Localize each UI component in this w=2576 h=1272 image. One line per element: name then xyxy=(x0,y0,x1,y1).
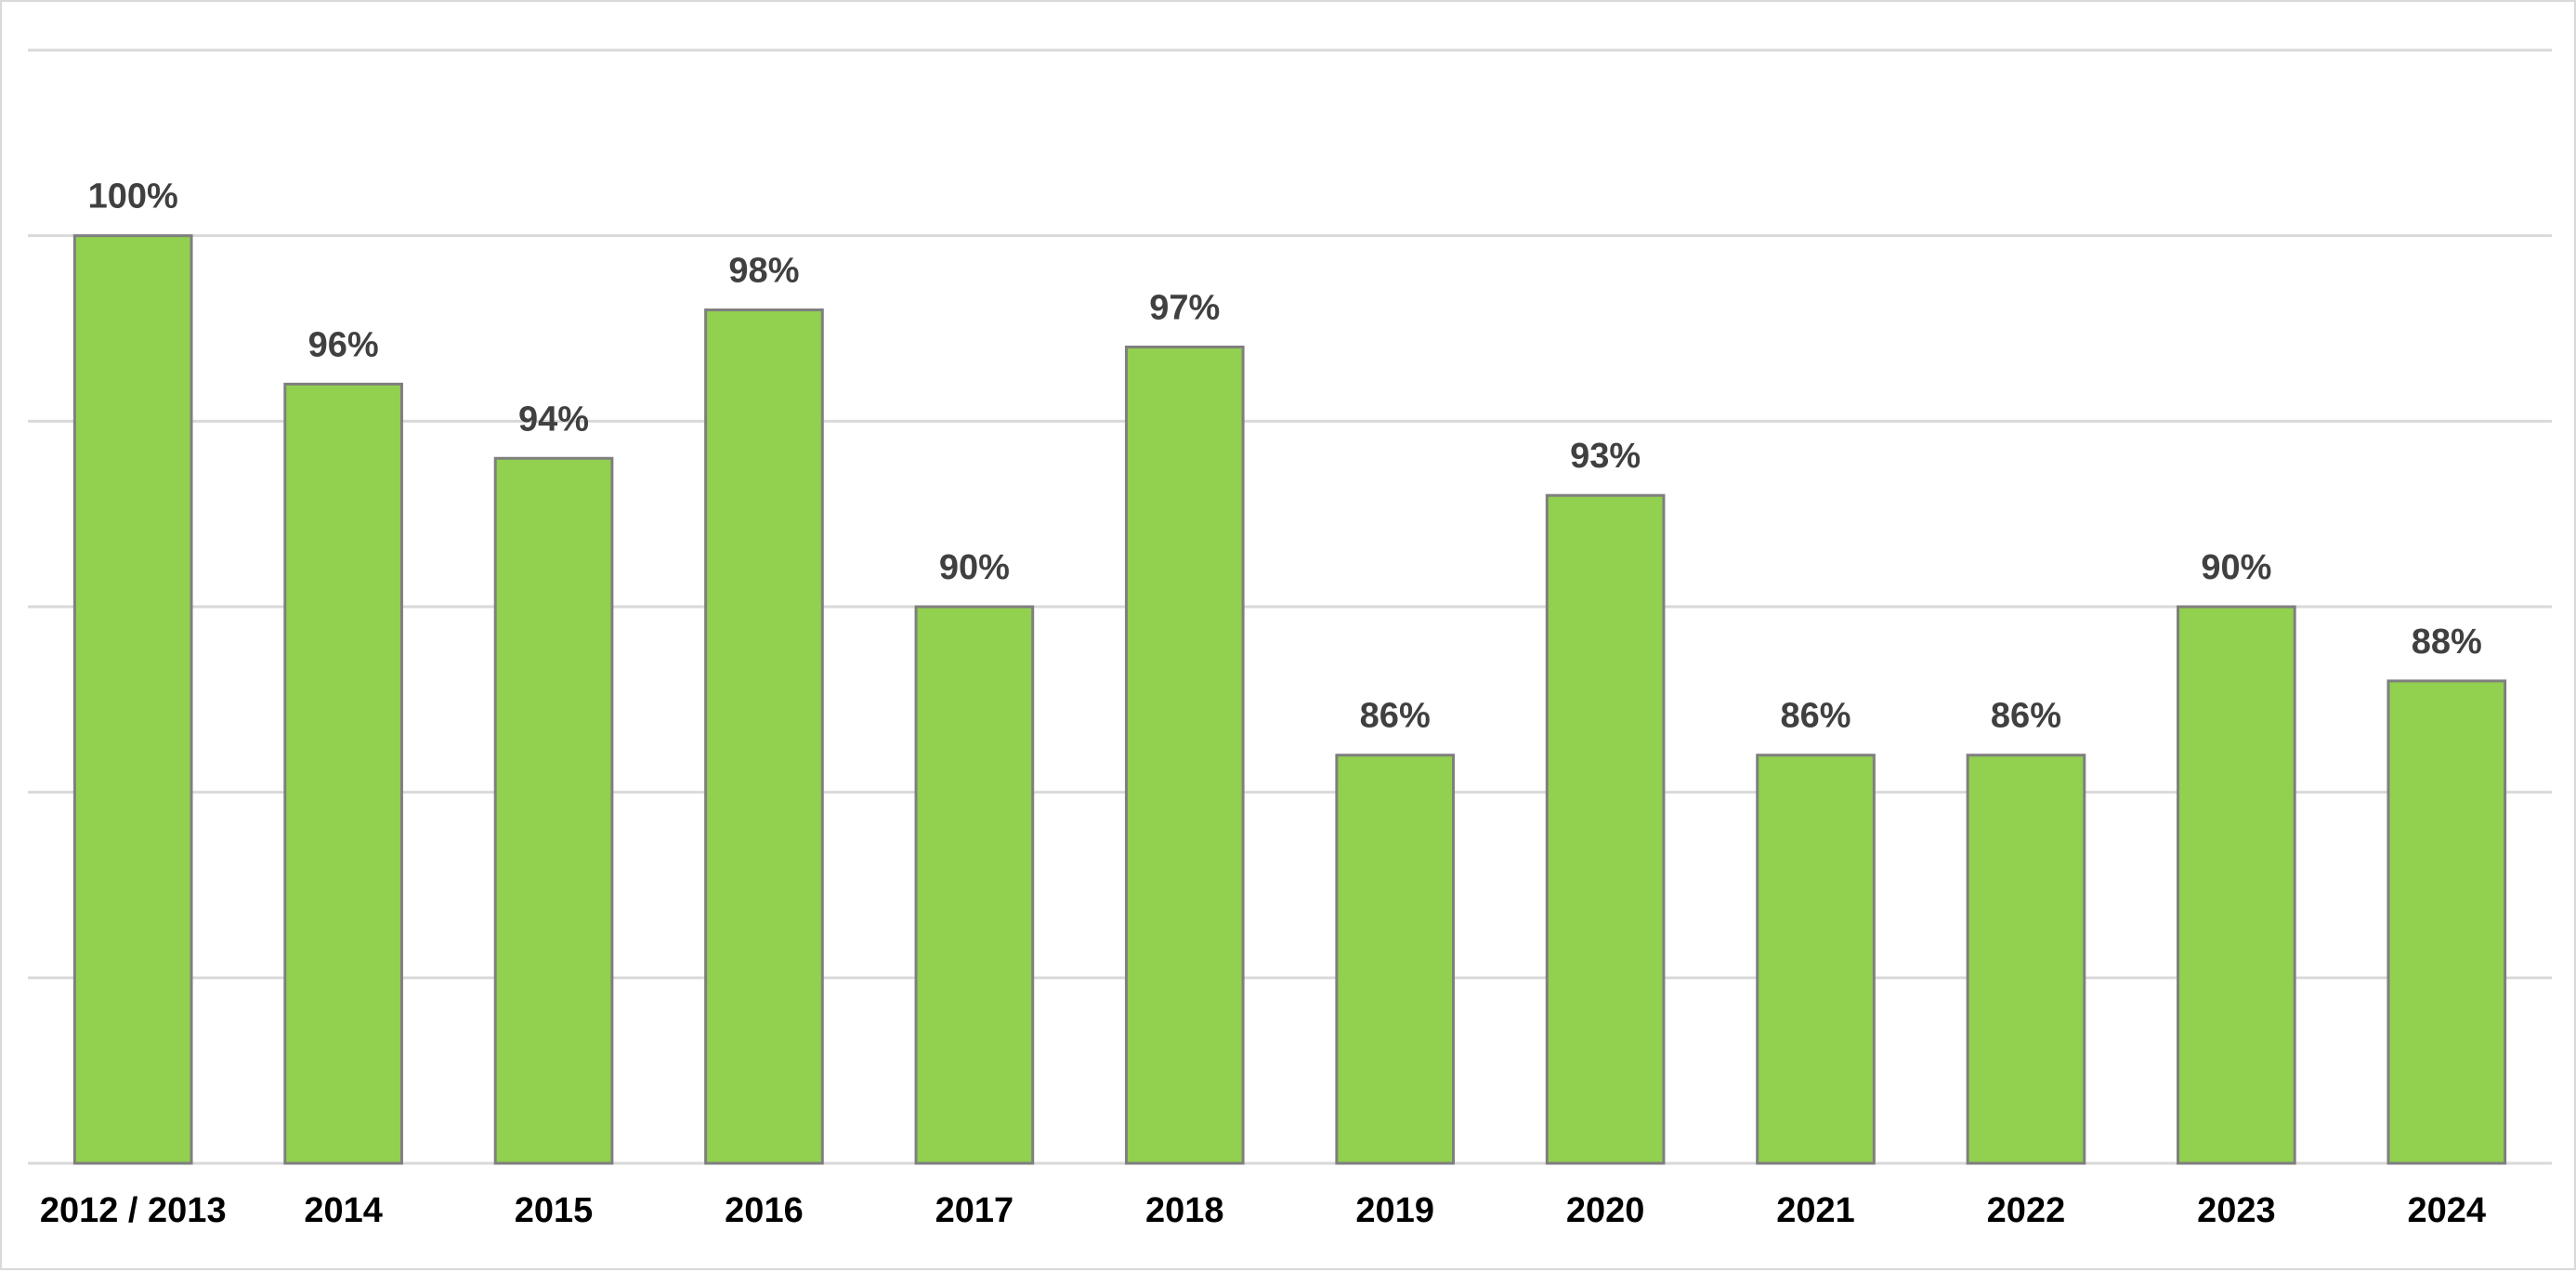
bar-2015 xyxy=(493,456,614,1165)
data-label: 86% xyxy=(1991,697,2061,736)
bar-2023 xyxy=(2177,605,2296,1165)
bar-2018 xyxy=(1124,345,1245,1165)
data-label: 100% xyxy=(88,177,178,216)
bar-2022 xyxy=(1966,754,2086,1165)
x-tick-label: 2015 xyxy=(515,1191,594,1230)
x-tick-label: 2016 xyxy=(725,1191,804,1230)
x-tick-label: 2018 xyxy=(1145,1191,1224,1230)
bar-2017 xyxy=(914,605,1035,1165)
data-label: 97% xyxy=(1149,288,1220,327)
data-label: 94% xyxy=(518,400,589,439)
x-tick-label: 2019 xyxy=(1355,1191,1434,1230)
data-label: 86% xyxy=(1781,697,1851,736)
x-tick-label: 2021 xyxy=(1776,1191,1855,1230)
x-tick-label: 2020 xyxy=(1566,1191,1645,1230)
bar-2019 xyxy=(1335,754,1456,1165)
bars xyxy=(72,234,2507,1165)
x-tick-label: 2017 xyxy=(935,1191,1014,1230)
data-label: 93% xyxy=(1570,437,1641,476)
data-label: 88% xyxy=(2412,623,2482,662)
x-tick-label: 2022 xyxy=(1987,1191,2066,1230)
bar-2021 xyxy=(1756,754,1876,1165)
x-axis-tick-labels: 2012 / 2013 2014 2015 2016 2017 2018 2019 2020 2… xyxy=(40,1191,2486,1230)
bar-2012-2013 xyxy=(72,234,193,1165)
bar-2016 xyxy=(704,308,824,1165)
x-tick-label: 2024 xyxy=(2408,1191,2487,1230)
data-label: 86% xyxy=(1360,697,1431,736)
data-label: 90% xyxy=(2201,548,2271,587)
x-tick-label: 2023 xyxy=(2197,1191,2276,1230)
bar-2020 xyxy=(1545,493,1666,1165)
gridlines xyxy=(28,48,2552,1165)
data-label: 90% xyxy=(939,548,1010,587)
data-label: 98% xyxy=(728,252,799,291)
x-tick-label: 2014 xyxy=(304,1191,383,1230)
data-labels: 100% 96% 94% 98% 90% 97% 86% 93% 86% 86% 90% 88% xyxy=(88,177,2482,736)
bar-2024 xyxy=(2386,679,2507,1165)
x-tick-label: 2012 / 2013 xyxy=(40,1191,227,1230)
data-label: 96% xyxy=(308,325,379,364)
bar-2014 xyxy=(283,382,403,1165)
